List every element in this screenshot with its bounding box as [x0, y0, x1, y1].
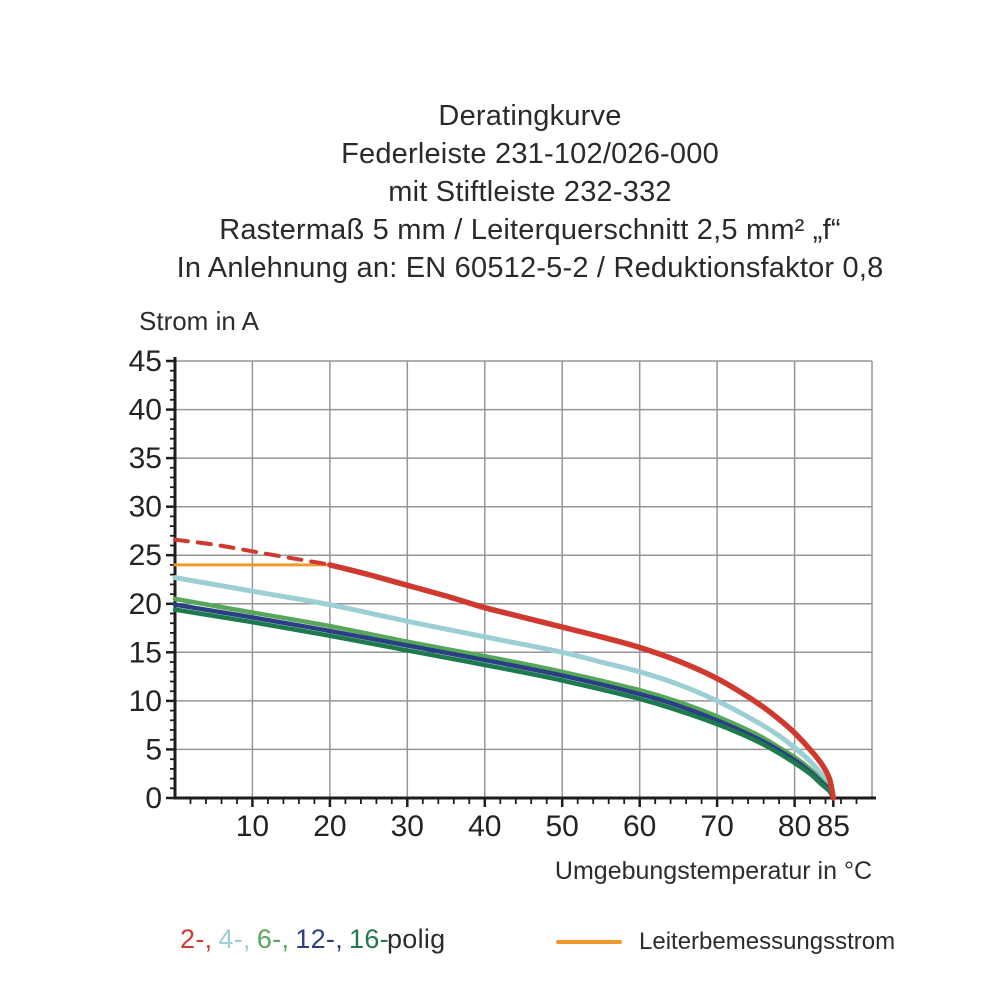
x-tick-label: 70	[700, 810, 733, 843]
x-tick-label: 80	[778, 810, 811, 843]
poles-legend-item: 2-,	[180, 924, 213, 954]
tick-labels: 10 20 30 40 50 60 70 80 85 0 5 10 15 20 25 30 35 40 45	[129, 345, 850, 843]
x-tick-label: 20	[313, 810, 346, 843]
rated-current-line-swatch	[556, 940, 622, 944]
chart-title-block: Deratingkurve Federleiste 231-102/026-00…	[60, 97, 1000, 287]
y-axis-title: Strom in A	[139, 306, 259, 336]
major-ticks	[166, 359, 835, 807]
x-tick-label: 85	[817, 810, 850, 843]
y-tick-label: 35	[129, 442, 162, 475]
title-line-standard: In Anlehnung an: EN 60512-5-2 / Reduktio…	[176, 252, 884, 284]
y-tick-label: 45	[129, 345, 162, 378]
x-tick-label: 10	[236, 810, 269, 843]
y-tick-label: 5	[145, 733, 162, 766]
title-line-female-connector: Federleiste 231-102/026-000	[341, 138, 719, 170]
curve-4-polig	[172, 575, 836, 801]
rated-current-label: Leiterbemessungsstrom	[639, 928, 896, 955]
y-tick-label: 40	[129, 394, 162, 427]
poles-legend-item: 4-,	[218, 924, 251, 954]
poles-legend-suffix: polig	[386, 924, 446, 954]
title-line-male-connector: mit Stiftleiste 232-332	[388, 176, 672, 208]
x-tick-label: 30	[391, 810, 424, 843]
poles-legend-item: 16-	[349, 924, 389, 954]
poles-legend-item: 6-,	[256, 924, 290, 954]
x-tick-label: 60	[623, 810, 656, 843]
series	[172, 537, 837, 801]
x-tick-label: 40	[468, 810, 501, 843]
curve-16-polig	[172, 607, 836, 801]
curve-6-polig	[172, 596, 836, 801]
title-line-pitch-conductor: Rastermaß 5 mm / Leiterquerschnitt 2,5 m…	[219, 214, 841, 246]
curve-2-polig	[327, 562, 837, 801]
grid	[175, 360, 873, 798]
y-tick-label: 30	[129, 491, 162, 524]
y-tick-label: 10	[129, 685, 162, 718]
title-line-product: Deratingkurve	[438, 100, 622, 132]
curve-2-polig-oberhalb-leiterbemessungsstrom-gestrichelt-	[173, 537, 328, 566]
y-tick-label: 0	[145, 782, 162, 815]
y-tick-label: 25	[129, 539, 162, 572]
y-tick-label: 15	[129, 636, 162, 669]
rated-current-legend: Leiterbemessungsstrom	[556, 928, 895, 956]
y-tick-label: 20	[129, 588, 162, 621]
x-tick-label: 50	[546, 810, 579, 843]
poles-legend-item: 12-,	[295, 924, 343, 954]
poles-legend: 2-, 4-, 6-, 12-, 16-polig	[180, 924, 451, 955]
x-axis-title: Umgebungstemperatur in °C	[554, 857, 872, 885]
